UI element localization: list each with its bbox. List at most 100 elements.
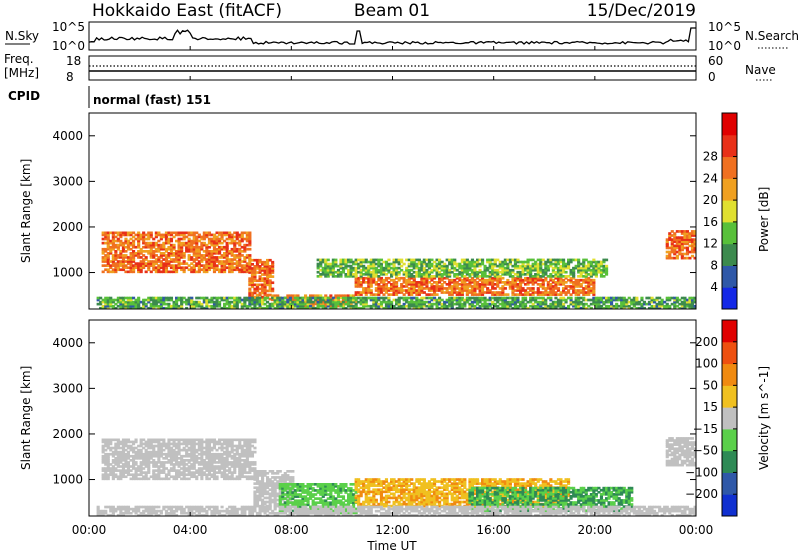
heatmap-cell (243, 243, 247, 247)
heatmap-cell (357, 293, 361, 296)
heatmap-cell (124, 302, 128, 306)
heatmap-cell (496, 275, 500, 278)
heatmap-cell (306, 306, 310, 309)
heatmap-cell (539, 285, 543, 288)
heatmap-cell (665, 298, 669, 302)
heatmap-cell (486, 287, 490, 290)
heatmap-cell (357, 278, 361, 282)
heatmap-cell (519, 291, 523, 294)
heatmap-cell (438, 287, 442, 290)
heatmap-cell (228, 296, 232, 300)
heatmap-cell (101, 258, 105, 261)
heatmap-cell (212, 473, 217, 477)
heatmap-cell (258, 260, 262, 264)
heatmap-cell (248, 256, 252, 259)
heatmap-cell (220, 465, 224, 468)
heatmap-cell (541, 291, 545, 294)
heatmap-cell (673, 238, 677, 241)
heatmap-cell (266, 269, 270, 272)
heatmap-cell (599, 264, 604, 268)
heatmap-cell (278, 306, 282, 309)
heatmap-cell (592, 293, 596, 296)
heatmap-cell (592, 281, 596, 284)
heatmap-cell (567, 264, 571, 268)
heatmap-cell (354, 306, 358, 309)
heatmap-cell (688, 256, 692, 260)
heatmap-cell (369, 293, 373, 296)
heatmap-cell (549, 283, 553, 286)
heatmap-cell (673, 252, 677, 256)
heatmap-cell (387, 300, 391, 304)
heatmap-cell (448, 285, 452, 288)
heatmap-cell (134, 245, 138, 249)
heatmap-cell (544, 260, 548, 264)
heatmap-cell (513, 281, 518, 284)
heatmap-cell (422, 275, 426, 278)
heatmap-cell (506, 278, 510, 282)
heatmap-cell (460, 275, 464, 278)
heatmap-cell (121, 300, 126, 304)
heatmap-cell (200, 473, 204, 477)
heatmap-cell (268, 492, 272, 496)
heatmap-cell (253, 279, 257, 283)
heatmap-cell (334, 304, 338, 308)
heatmap-cell (549, 298, 553, 302)
heatmap-cell (261, 486, 265, 490)
heatmap-cell (359, 285, 363, 288)
heatmap-cell (354, 291, 358, 294)
heatmap-cell (483, 285, 487, 288)
heatmap-cell (293, 302, 298, 306)
heatmap-cell (215, 454, 219, 458)
heatmap-cell (551, 278, 555, 282)
heatmap-cell (147, 440, 151, 444)
heatmap-cell (364, 293, 368, 296)
heatmap-cell (255, 488, 260, 492)
heatmap-cell (210, 438, 214, 442)
heatmap-cell (250, 283, 255, 287)
heatmap-cell (167, 438, 171, 442)
heatmap-cell (678, 252, 682, 256)
heatmap-cell (379, 276, 384, 280)
heatmap-cell (238, 467, 242, 470)
heatmap-cell (339, 275, 343, 278)
heatmap-cell (486, 291, 490, 294)
heatmap-cell (164, 446, 169, 450)
heatmap-cell (465, 293, 469, 296)
heatmap-cell (182, 461, 186, 464)
heatmap-cell (137, 300, 141, 304)
heatmap-cell (109, 298, 113, 302)
heatmap-cell (197, 469, 201, 472)
heatmap-cell (207, 260, 212, 263)
heatmap-cell (422, 291, 426, 294)
heatmap-cell (455, 298, 459, 302)
heatmap-cell (106, 469, 110, 472)
heatmap-cell (311, 296, 315, 300)
heatmap-cell (235, 477, 239, 481)
heatmap-cell (114, 298, 118, 302)
heatmap-cell (562, 291, 566, 294)
heatmap-cell (521, 262, 525, 266)
heatmap-cell (465, 268, 469, 272)
heatmap-cell (387, 268, 391, 272)
heatmap-cell (369, 262, 373, 266)
heatmap-cell (460, 296, 464, 300)
heatmap-cell (212, 477, 217, 481)
heatmap-cell (182, 440, 186, 444)
heatmap-cell (680, 300, 684, 304)
heatmap-cell (220, 457, 224, 460)
heatmap-cell (559, 268, 563, 272)
heatmap-cell (195, 256, 199, 259)
heatmap-cell (248, 281, 252, 285)
heatmap-cell (210, 457, 214, 460)
heatmap-cell (157, 477, 161, 481)
heatmap-cell (172, 235, 176, 239)
heatmap-cell (392, 293, 396, 296)
heatmap-cell (175, 252, 179, 255)
heatmap-cell (230, 247, 234, 251)
heatmap-cell (144, 465, 148, 468)
heatmap-cell (172, 448, 176, 452)
heatmap-cell (407, 283, 411, 286)
heatmap-cell (177, 237, 181, 241)
heatmap-cell (693, 304, 696, 308)
heatmap-cell (245, 304, 249, 308)
